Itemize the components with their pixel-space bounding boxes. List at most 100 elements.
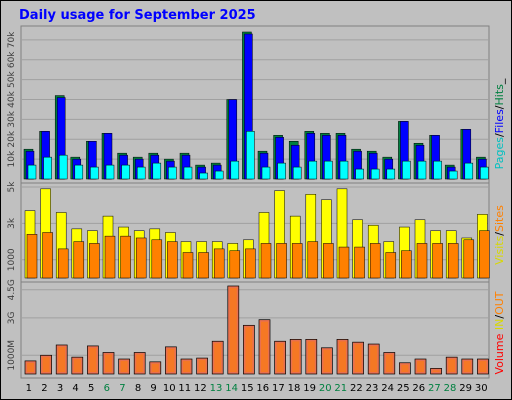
x-tick-label: 14 bbox=[225, 383, 238, 394]
pages-bar bbox=[74, 164, 84, 180]
panel-1-y-tick-label: 60k bbox=[7, 51, 17, 68]
x-tick-label: 12 bbox=[194, 383, 207, 394]
sites-bar bbox=[416, 243, 428, 279]
sites-bar bbox=[120, 235, 131, 279]
volume-bar-inner bbox=[463, 361, 471, 372]
sites-bar bbox=[182, 252, 194, 279]
legend-pages-files-hits-part: / bbox=[493, 133, 506, 137]
x-tick-label: 15 bbox=[241, 383, 254, 394]
legend-pages-files-hits-part: Hits bbox=[493, 84, 506, 106]
sites-bar bbox=[42, 232, 53, 279]
sites-bar bbox=[260, 243, 272, 279]
pages-bar bbox=[183, 166, 193, 180]
x-tick-label: 23 bbox=[366, 383, 379, 394]
x-tick-label: 28 bbox=[444, 383, 457, 394]
sites-bar bbox=[151, 239, 163, 279]
volume-bar-inner bbox=[401, 364, 409, 372]
x-tick-label: 20 bbox=[319, 383, 332, 394]
panel-3-y-tick-label: 4.5G bbox=[7, 279, 17, 300]
x-tick-label: 24 bbox=[381, 383, 394, 394]
pages-bar bbox=[214, 170, 224, 180]
sites-bar bbox=[401, 250, 412, 279]
panel-1-y-tick-label: 50k bbox=[7, 71, 17, 88]
pages-bar bbox=[27, 164, 37, 180]
sites-bar bbox=[26, 234, 38, 279]
sites-bar bbox=[338, 246, 350, 279]
volume-bar-inner bbox=[339, 341, 346, 372]
sites-bar bbox=[73, 241, 85, 279]
volume-bar-inner bbox=[120, 361, 128, 372]
pages-bar bbox=[370, 168, 380, 180]
volume-bar-inner bbox=[105, 354, 112, 372]
pages-bar bbox=[199, 172, 208, 180]
sites-bar bbox=[323, 243, 334, 279]
sites-bar bbox=[447, 243, 459, 279]
sites-bar bbox=[89, 243, 100, 279]
sites-bar bbox=[213, 248, 225, 279]
volume-bar-inner bbox=[27, 362, 34, 372]
pages-bar bbox=[292, 166, 302, 180]
x-tick-label: 7 bbox=[119, 383, 125, 394]
pages-bar bbox=[324, 160, 333, 180]
sites-bar bbox=[135, 237, 147, 279]
x-tick-label: 21 bbox=[334, 383, 347, 394]
pages-bar bbox=[230, 160, 240, 180]
panel-3-border bbox=[20, 281, 490, 379]
legend-visits-sites-part: / bbox=[493, 232, 506, 236]
volume-bar-inner bbox=[151, 363, 159, 372]
x-tick-label: 13 bbox=[210, 383, 223, 394]
volume-bar-inner bbox=[58, 346, 66, 372]
sites-bar bbox=[229, 250, 241, 279]
panel-1-y-tick-label: 20k bbox=[7, 130, 17, 147]
pages-bar bbox=[448, 170, 458, 180]
pages-bar bbox=[277, 162, 286, 180]
panel-3-y-tick-label: 1000M bbox=[7, 340, 17, 371]
pages-bar bbox=[43, 156, 52, 180]
sites-bar bbox=[276, 243, 287, 279]
pages-bar bbox=[417, 160, 427, 180]
pages-bar bbox=[480, 166, 489, 180]
sites-bar bbox=[198, 252, 209, 279]
volume-bar-inner bbox=[385, 354, 393, 372]
sites-bar bbox=[432, 243, 443, 279]
panel-1-y-tick-label: 40k bbox=[7, 90, 17, 107]
volume-bar-inner bbox=[183, 361, 190, 372]
legend-pages-files-hits: Pages/Files/Hits_ bbox=[493, 78, 506, 169]
pages-bar bbox=[433, 160, 442, 180]
x-tick-label: 5 bbox=[88, 383, 94, 394]
x-tick-label: 26 bbox=[412, 383, 425, 394]
volume-bar-inner bbox=[245, 327, 253, 372]
legend-volume-in-out-part: Volume bbox=[493, 333, 506, 374]
pages-bar bbox=[121, 164, 130, 180]
sites-bar bbox=[463, 239, 475, 279]
pages-bar bbox=[355, 168, 364, 180]
legend-volume-in-out: Volume IN/OUT bbox=[493, 291, 506, 374]
x-tick-label: 10 bbox=[163, 383, 176, 394]
x-tick-label: 27 bbox=[428, 383, 441, 394]
panel-1-y-tick-label: 30k bbox=[7, 110, 17, 127]
x-tick-label: 8 bbox=[135, 383, 141, 394]
pages-bar bbox=[386, 168, 396, 180]
pages-bar bbox=[58, 154, 68, 180]
x-tick-label: 16 bbox=[256, 383, 269, 394]
legend-volume-in-out-part: IN bbox=[493, 319, 506, 330]
volume-bar-inner bbox=[292, 341, 300, 372]
volume-bar-inner bbox=[417, 361, 424, 372]
panel-1-y-tick-label: 10k bbox=[7, 150, 17, 167]
volume-bar-inner bbox=[73, 359, 81, 372]
pages-bar bbox=[105, 164, 115, 180]
volume-bar-inner bbox=[261, 321, 268, 372]
volume-bar-inner bbox=[432, 370, 440, 372]
chart-title: Daily usage for September 2025 bbox=[19, 8, 256, 23]
x-tick-label: 3 bbox=[57, 383, 63, 394]
x-tick-label: 17 bbox=[272, 383, 285, 394]
pages-bar bbox=[261, 166, 271, 180]
legend-visits-sites: Visits/Sites bbox=[493, 205, 506, 265]
x-tick-label: 2 bbox=[41, 383, 47, 394]
volume-bar-inner bbox=[136, 354, 144, 372]
x-tick-label: 18 bbox=[288, 383, 301, 394]
volume-bar-inner bbox=[479, 361, 487, 372]
pages-bar bbox=[402, 160, 411, 180]
